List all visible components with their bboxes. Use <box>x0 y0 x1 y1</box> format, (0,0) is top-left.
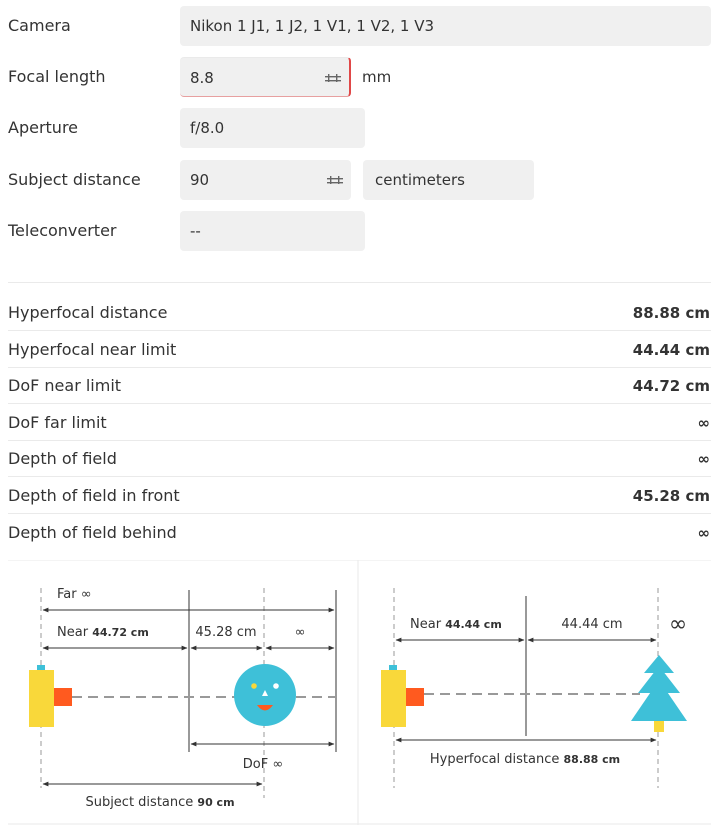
result-label: Depth of field behind <box>8 522 177 542</box>
camera-lens-icon <box>406 688 424 706</box>
teleconverter-select[interactable]: -- <box>180 211 365 251</box>
teleconverter-row: Teleconverter -- <box>0 205 719 257</box>
camera-lens-icon <box>54 688 72 706</box>
aperture-label: Aperture <box>8 118 79 137</box>
stepper-icon[interactable] <box>325 72 341 84</box>
hyperfocal-near-label: Near 44.44 cm <box>410 617 502 632</box>
result-row: DoF far limit ∞ <box>0 405 719 441</box>
subject-distance-input[interactable]: 90 <box>180 160 351 200</box>
teleconverter-label: Teleconverter <box>8 221 117 240</box>
result-label: Depth of field <box>8 449 117 469</box>
result-value: ∞ <box>697 450 711 469</box>
camera-icon <box>381 670 406 727</box>
camera-icon <box>29 670 54 727</box>
section-divider <box>8 282 711 283</box>
subject-distance-value: 90 <box>190 171 210 189</box>
hyperfocal-diagram: Near 44.44 cm 44.44 cm ∞ Hyperfocal dist… <box>381 588 687 788</box>
row-divider <box>8 366 711 368</box>
result-label: DoF near limit <box>8 376 122 396</box>
camera-button-icon <box>389 665 397 670</box>
result-value: ∞ <box>697 523 711 542</box>
focal-length-value: 8.8 <box>190 69 214 87</box>
aperture-select[interactable]: f/8.0 <box>180 108 365 148</box>
camera-row: Camera Nikon 1 J1, 1 J2, 1 V1, 1 V2, 1 V… <box>0 0 719 52</box>
row-divider <box>8 439 711 441</box>
result-value: 44.72 cm <box>632 377 710 396</box>
dof-label: DoF ∞ <box>243 757 283 772</box>
focal-length-input[interactable]: 8.8 <box>180 57 351 97</box>
front-value: 45.28 cm <box>195 625 256 640</box>
row-divider <box>8 513 711 514</box>
behind-value: ∞ <box>295 625 306 640</box>
row-divider <box>8 330 711 331</box>
aperture-row: Aperture f/8.0 <box>0 102 719 154</box>
result-row: Depth of field ∞ <box>0 441 719 478</box>
result-value: 44.44 cm <box>632 340 710 359</box>
subject-distance-row: Subject distance 90 centimeters <box>0 154 719 206</box>
result-label: Depth of field in front <box>8 486 180 505</box>
result-value: 88.88 cm <box>632 304 710 322</box>
result-value: ∞ <box>697 413 711 432</box>
tree-icon <box>631 655 687 732</box>
result-label: Hyperfocal distance <box>8 303 168 322</box>
focal-length-unit: mm <box>362 68 392 86</box>
near-label: Near 44.72 cm <box>57 625 149 640</box>
result-row: Depth of field in front 45.28 cm <box>0 478 719 514</box>
result-row: DoF near limit 44.72 cm <box>0 368 719 405</box>
result-value: 45.28 cm <box>632 487 710 505</box>
focal-length-row: Focal length 8.8 mm <box>0 51 719 103</box>
hyperfocal-mid-value: 44.44 cm <box>561 617 622 632</box>
result-row: Hyperfocal near limit 44.44 cm <box>0 332 719 368</box>
camera-label: Camera <box>8 16 71 35</box>
camera-select[interactable]: Nikon 1 J1, 1 J2, 1 V1, 1 V2, 1 V3 <box>180 6 711 46</box>
hyperfocal-distance-caption: Hyperfocal distance 88.88 cm <box>430 752 620 767</box>
distance-unit-select[interactable]: centimeters <box>363 160 534 200</box>
far-label: Far ∞ <box>57 587 92 602</box>
row-divider <box>8 476 711 478</box>
diagrams: Far ∞ Near 44.72 cm 45.28 cm ∞ DoF ∞ Sub… <box>8 560 711 825</box>
focal-length-label: Focal length <box>8 67 106 86</box>
subject-distance-caption: Subject distance 90 cm <box>85 795 234 810</box>
subject-distance-label: Subject distance <box>8 170 141 189</box>
camera-button-icon <box>37 665 45 670</box>
dof-diagram: Far ∞ Near 44.72 cm 45.28 cm ∞ DoF ∞ Sub… <box>29 587 337 810</box>
row-divider <box>8 403 711 405</box>
result-label: Hyperfocal near limit <box>8 339 177 359</box>
infinity-icon: ∞ <box>669 612 687 637</box>
result-row: Depth of field behind ∞ <box>0 515 719 551</box>
stepper-icon[interactable] <box>327 174 343 186</box>
result-row: Hyperfocal distance 88.88 cm <box>0 295 719 331</box>
result-label: DoF far limit <box>8 412 107 432</box>
subject-face-icon <box>234 664 296 726</box>
